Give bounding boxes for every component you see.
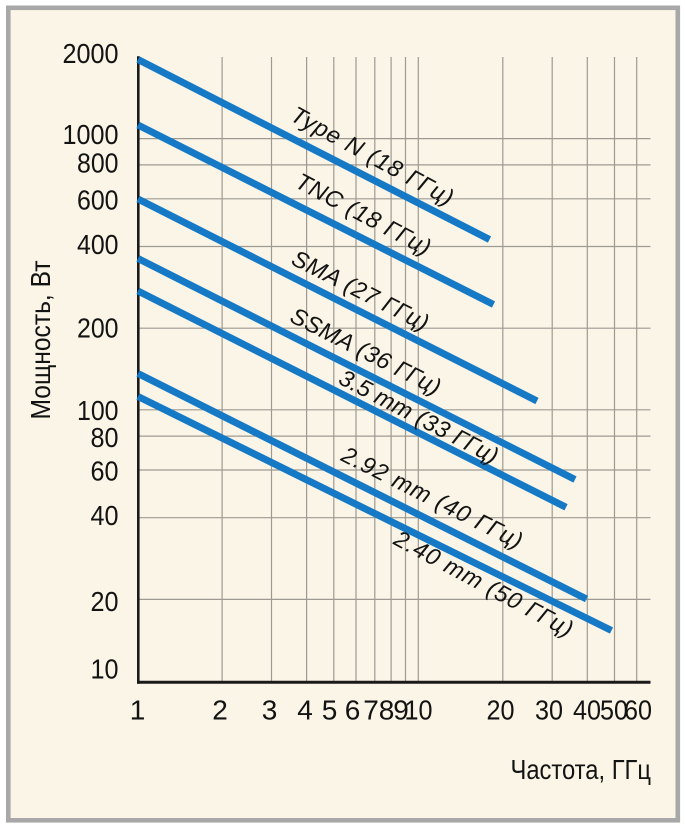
svg-text:1000: 1000 [63, 119, 119, 150]
svg-text:800: 800 [77, 147, 119, 178]
svg-text:9: 9 [393, 695, 409, 726]
svg-text:1: 1 [130, 695, 146, 726]
svg-text:10: 10 [91, 653, 119, 684]
svg-text:10: 10 [405, 695, 433, 726]
svg-text:60: 60 [91, 455, 119, 486]
svg-text:60: 60 [624, 695, 652, 726]
svg-text:5: 5 [322, 695, 338, 726]
svg-text:2000: 2000 [63, 38, 119, 69]
svg-text:100: 100 [77, 395, 119, 426]
svg-text:40: 40 [91, 500, 119, 531]
svg-text:400: 400 [77, 229, 119, 260]
svg-text:20: 20 [91, 586, 119, 617]
svg-text:50: 50 [600, 695, 628, 726]
svg-text:Мощность, Вт: Мощность, Вт [25, 260, 56, 419]
svg-text:40: 40 [573, 695, 601, 726]
svg-text:30: 30 [535, 695, 563, 726]
svg-text:80: 80 [91, 422, 119, 453]
svg-text:3: 3 [262, 695, 278, 726]
svg-text:7: 7 [363, 695, 379, 726]
svg-text:200: 200 [77, 312, 119, 343]
svg-text:20: 20 [487, 695, 515, 726]
svg-text:Частота, ГГц: Частота, ГГц [511, 754, 652, 785]
svg-text:2: 2 [212, 695, 228, 726]
svg-text:6: 6 [345, 695, 361, 726]
svg-text:8: 8 [379, 695, 395, 726]
svg-text:600: 600 [77, 184, 119, 215]
svg-text:4: 4 [297, 695, 313, 726]
